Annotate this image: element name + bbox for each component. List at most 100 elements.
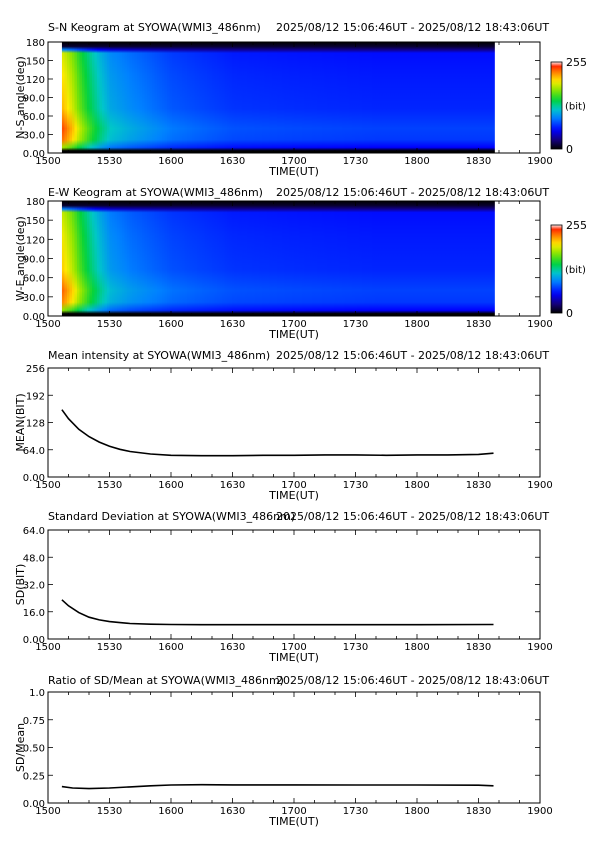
keogram-column (139, 201, 143, 316)
keogram-column (124, 42, 128, 153)
keogram-column (401, 201, 405, 316)
x-tick-label: 1800 (404, 806, 429, 817)
keogram-column (211, 42, 215, 153)
x-tick-label: 1600 (158, 156, 183, 167)
keogram-column (204, 42, 208, 153)
keogram-column (191, 42, 195, 153)
keogram-column (231, 201, 235, 316)
keogram-column (399, 42, 403, 153)
keogram-column (294, 201, 298, 316)
colorbar (550, 61, 563, 150)
keogram-column (141, 42, 145, 153)
time-range-label: 2025/08/12 15:06:46UT - 2025/08/12 18:43… (276, 674, 549, 687)
keogram-column (69, 42, 73, 153)
keogram-column (304, 42, 308, 153)
y-tick-label: 0.00 (23, 312, 45, 323)
keogram-column (414, 42, 418, 153)
y-tick-label: 120 (26, 75, 45, 86)
keogram-column (216, 42, 220, 153)
y-axis-label: W-E angle(deg) (14, 216, 27, 301)
keogram-column (289, 201, 293, 316)
x-tick-label: 1800 (404, 319, 429, 330)
keogram-column (316, 201, 320, 316)
keogram-column (329, 42, 333, 153)
x-tick-label: 1830 (466, 806, 491, 817)
keogram-column (301, 42, 305, 153)
keogram-column (269, 201, 273, 316)
keogram-column (446, 42, 450, 153)
keogram-column (429, 201, 433, 316)
keogram-column (369, 201, 373, 316)
y-axis-label: SD/Mean (14, 723, 27, 772)
y-tick-label: 0.75 (23, 716, 45, 727)
keogram-column (416, 201, 420, 316)
y-tick-label: 32.0 (23, 581, 45, 592)
keogram-column (256, 201, 260, 316)
x-tick-label: 1900 (527, 642, 552, 653)
keogram-column (409, 42, 413, 153)
keogram-column (289, 42, 293, 153)
x-axis-label: TIME(UT) (268, 165, 319, 178)
keogram-column (384, 201, 388, 316)
keogram-column (259, 201, 263, 316)
keogram-column (446, 201, 450, 316)
keogram-column (154, 201, 158, 316)
keogram-column (81, 42, 85, 153)
keogram-column (349, 42, 353, 153)
keogram-column (121, 201, 125, 316)
keogram-column (319, 42, 323, 153)
colorbar-min-label: 0 (566, 143, 573, 156)
y-tick-label: 30.0 (23, 293, 45, 304)
keogram-column (179, 201, 183, 316)
keogram-column (111, 42, 115, 153)
keogram-column (324, 201, 328, 316)
keogram-column (94, 42, 98, 153)
keogram-column (484, 201, 488, 316)
keogram-column (131, 201, 135, 316)
keogram-column (181, 201, 185, 316)
keogram-column (126, 42, 130, 153)
keogram-column (476, 42, 480, 153)
colorbar-unit-label: (bit) (565, 102, 586, 113)
keogram-column (101, 42, 105, 153)
keogram-column (309, 201, 313, 316)
keogram-column (191, 201, 195, 316)
keogram-column (169, 201, 173, 316)
y-tick-label: 180 (26, 38, 45, 49)
keogram-column (156, 201, 160, 316)
x-tick-label: 1830 (466, 642, 491, 653)
keogram-column (304, 201, 308, 316)
keogram-column (216, 201, 220, 316)
keogram-column (386, 201, 390, 316)
keogram-column (489, 42, 493, 153)
keogram-column (426, 42, 430, 153)
keogram-column (371, 201, 375, 316)
chart-panel-2: E-W Keogram at SYOWA(WMI3_486nm) 2025/08/… (14, 186, 587, 341)
keogram-column (269, 42, 273, 153)
keogram-column (359, 201, 363, 316)
keogram-column (421, 201, 425, 316)
keogram-column (146, 201, 150, 316)
keogram-column (149, 42, 153, 153)
keogram-column (274, 201, 278, 316)
keogram-column (344, 201, 348, 316)
keogram-column (429, 42, 433, 153)
keogram-column (466, 42, 470, 153)
keogram-column (234, 42, 238, 153)
keogram-column (106, 42, 110, 153)
keogram-column (374, 201, 378, 316)
x-tick-label: 1600 (158, 480, 183, 491)
keogram-column (214, 201, 218, 316)
keogram-column (479, 42, 483, 153)
keogram-column (94, 201, 98, 316)
keogram-column (339, 42, 343, 153)
keogram-column (419, 42, 423, 153)
keogram-column (154, 42, 158, 153)
keogram-column (204, 201, 208, 316)
keogram-column (174, 42, 178, 153)
keogram-column (236, 201, 240, 316)
x-tick-label: 1630 (220, 319, 245, 330)
y-axis-label: N-S angle(deg) (14, 56, 27, 139)
x-tick-label: 1830 (466, 480, 491, 491)
keogram-column (426, 201, 430, 316)
